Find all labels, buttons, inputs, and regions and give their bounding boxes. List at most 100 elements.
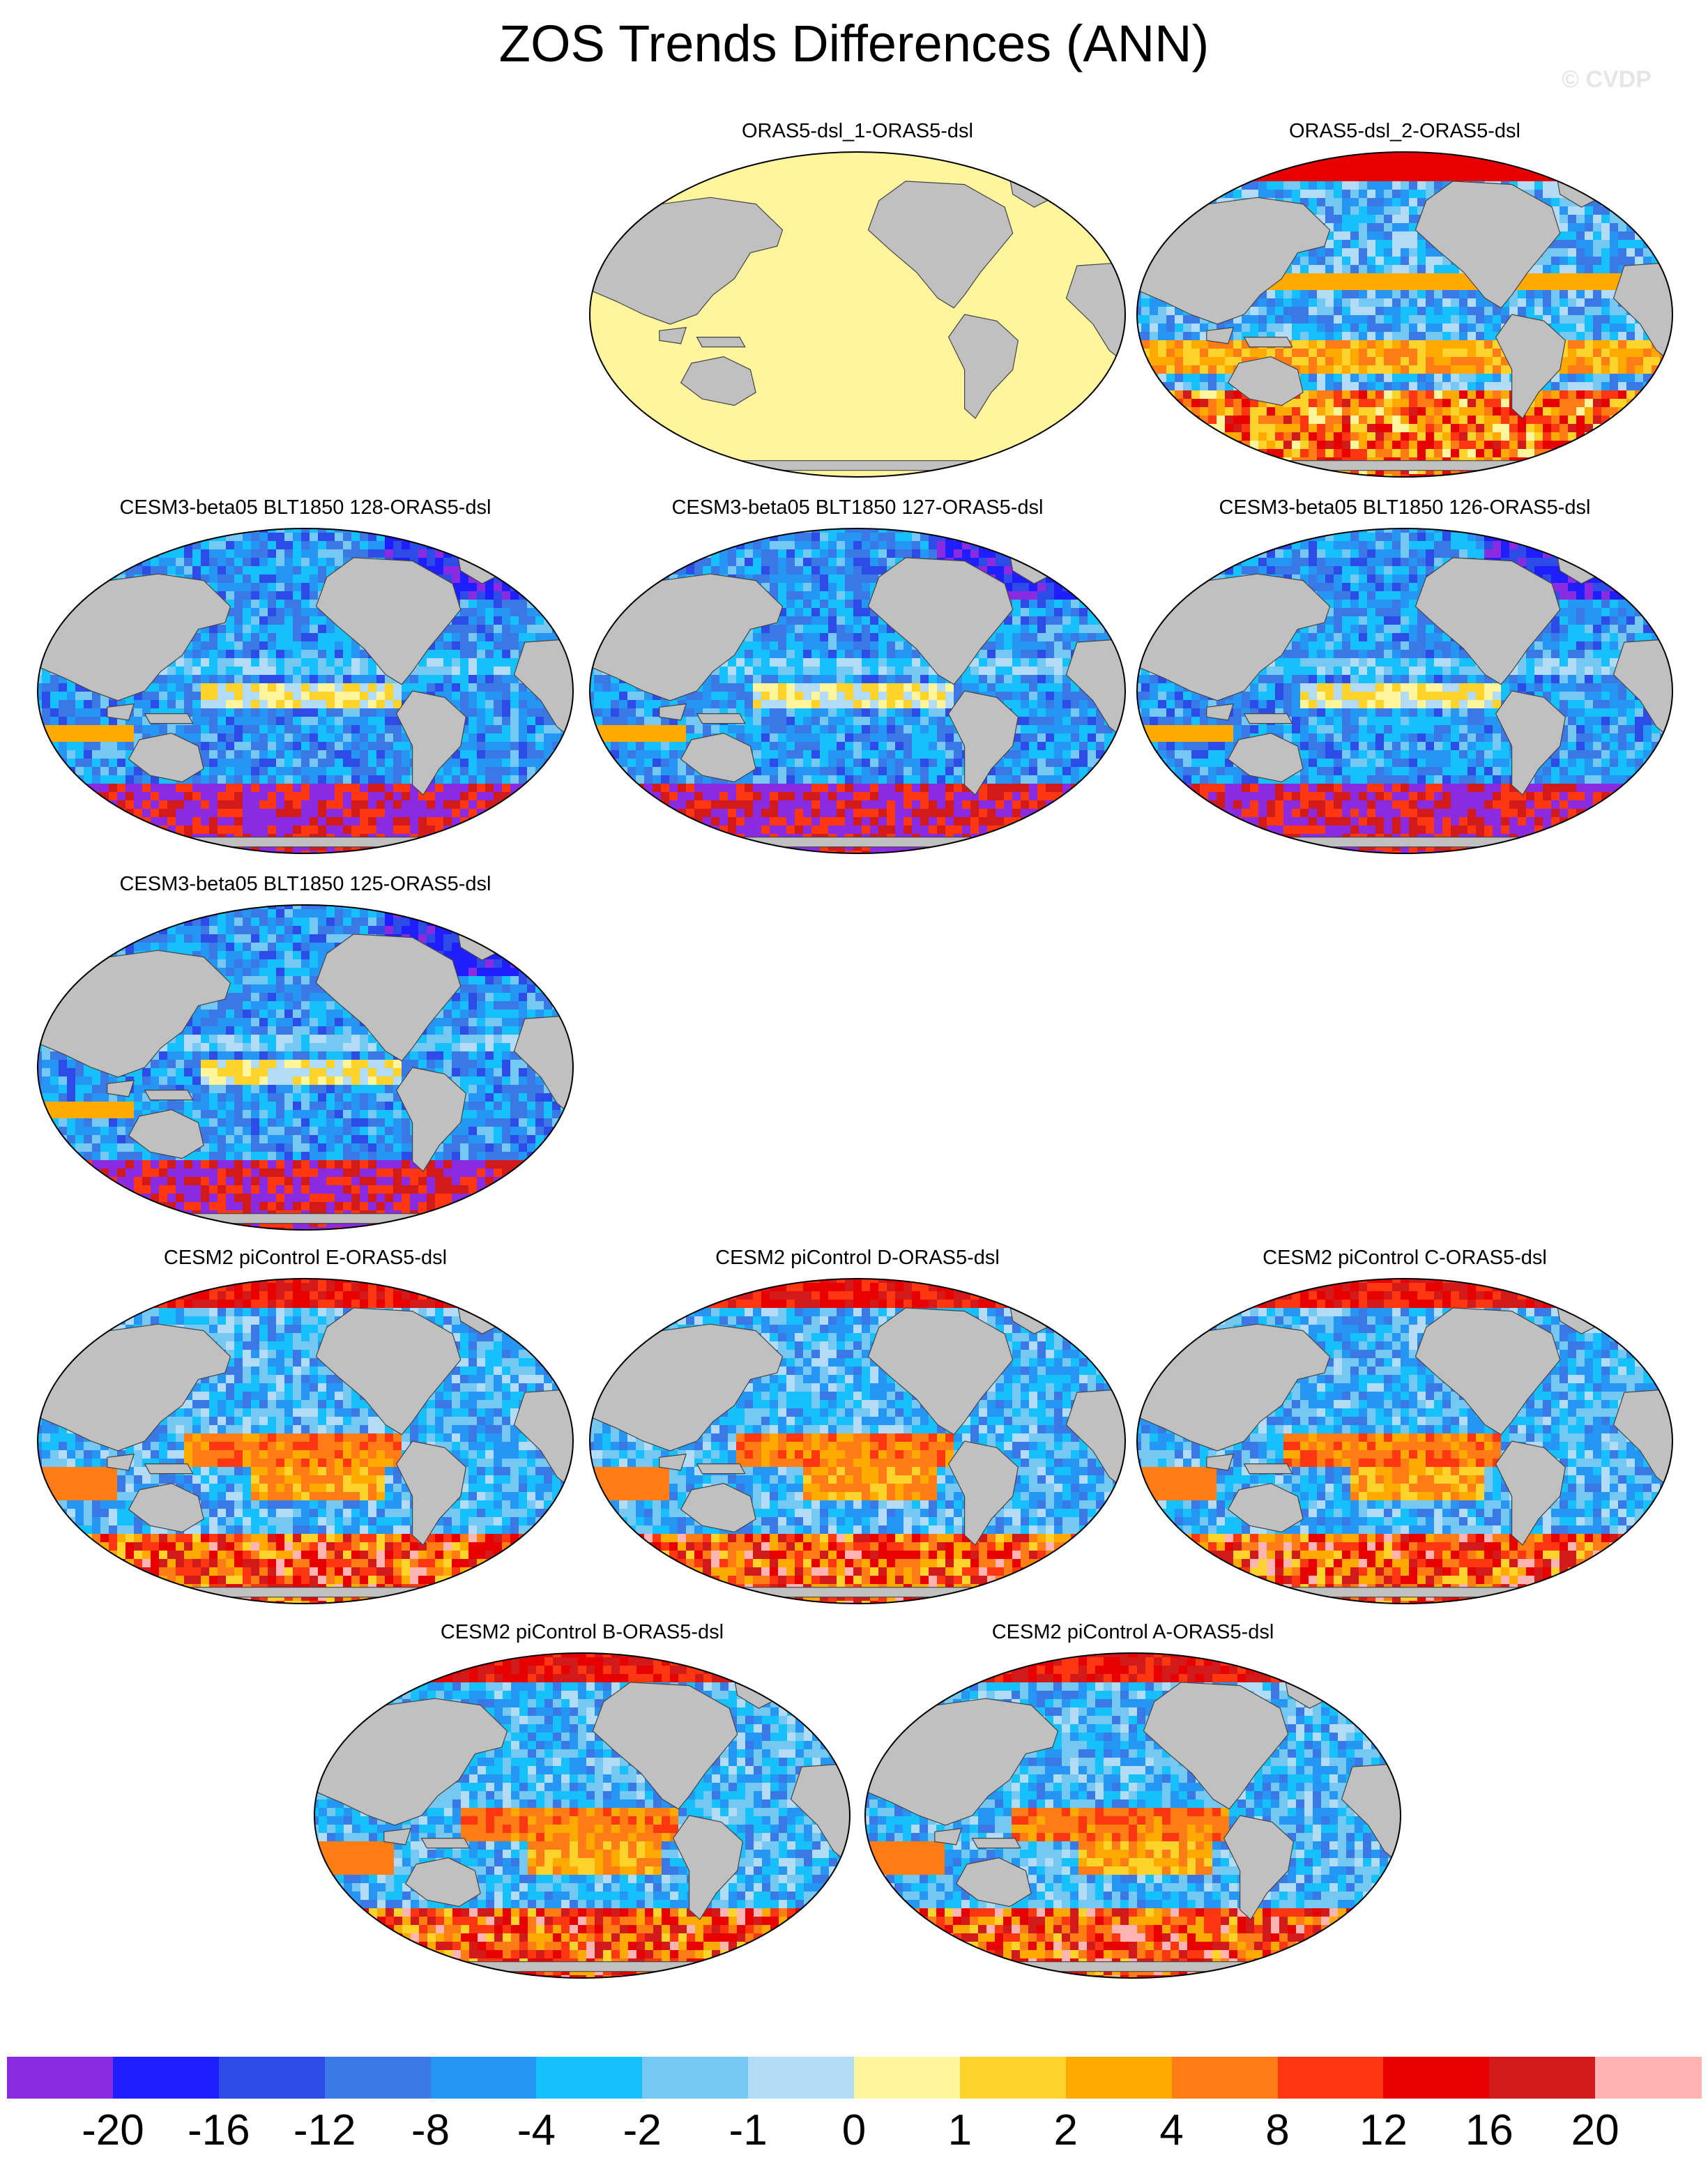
land-mass — [107, 1453, 135, 1471]
land-mass — [1244, 1587, 1593, 1598]
panel-title: ORAS5-dsl_1-ORAS5-dsl — [586, 120, 1129, 143]
land-mass — [1206, 703, 1235, 721]
world-map — [589, 1278, 1126, 1604]
ocean-field — [590, 528, 1125, 853]
map-panel-5: CESM3-beta05 BLT1850 126-ORAS5-dsl — [1133, 496, 1677, 859]
land-mass — [421, 1961, 770, 1972]
world-map — [37, 528, 574, 854]
land-mass — [592, 1682, 738, 1810]
map-panel-9: CESM2 piControl C-ORAS5-dsl — [1133, 1247, 1677, 1609]
land-mass — [315, 1307, 462, 1436]
colorbar-box — [1171, 2057, 1278, 2099]
land-mass — [1244, 837, 1593, 848]
land-mass — [420, 1838, 471, 1849]
colorbar-box — [536, 2057, 643, 2099]
land-mass — [513, 638, 573, 741]
world-map — [864, 1652, 1401, 1979]
map-border — [589, 528, 1126, 854]
panel-title: CESM2 piControl C-ORAS5-dsl — [1133, 1247, 1677, 1270]
world-map — [1136, 1278, 1673, 1604]
land-mass — [1612, 261, 1672, 365]
land-mass — [128, 732, 204, 783]
land-mass — [1243, 337, 1293, 348]
land-mass — [1415, 181, 1561, 309]
land-mass — [144, 837, 494, 848]
land-mass — [1495, 1440, 1566, 1546]
land-mass — [590, 197, 784, 325]
map-border — [37, 1278, 574, 1604]
colorbar-box — [324, 2057, 431, 2099]
map-panel-11: CESM2 piControl A-ORAS5-dsl — [861, 1621, 1405, 1984]
world-map — [37, 904, 574, 1231]
land-mass — [128, 1482, 204, 1533]
world-map — [37, 1278, 574, 1604]
land-mass — [867, 181, 1014, 309]
land-mass — [659, 326, 687, 344]
land-mass — [144, 1213, 494, 1224]
panel-title: CESM2 piControl E-ORAS5-dsl — [33, 1247, 577, 1270]
land-mass — [383, 1827, 412, 1845]
land-mass — [1612, 638, 1672, 741]
land-mass — [404, 1857, 481, 1908]
land-mass — [955, 1857, 1032, 1908]
colorbar-label: 12 — [1359, 2106, 1408, 2155]
land-mass — [972, 1961, 1321, 1972]
colorbar-box — [218, 2057, 326, 2099]
land-mass — [1137, 1323, 1331, 1452]
ocean-field — [865, 1653, 1401, 1978]
land-mass — [696, 337, 746, 348]
figure-title: ZOS Trends Differences (ANN) — [0, 14, 1708, 73]
land-mass — [680, 356, 756, 406]
land-mass — [696, 713, 746, 724]
land-mass — [696, 460, 1046, 471]
land-mass — [1341, 1763, 1401, 1866]
world-map — [589, 151, 1126, 478]
map-border — [314, 1652, 851, 1979]
land-mass — [1223, 1815, 1295, 1921]
land-mass — [38, 573, 231, 701]
colorbar-label: 16 — [1465, 2106, 1513, 2155]
land-mass — [1227, 1482, 1304, 1533]
panel-title: CESM2 piControl D-ORAS5-dsl — [586, 1247, 1129, 1270]
land-mass — [971, 1838, 1021, 1849]
land-mass — [513, 1388, 573, 1491]
land-mass — [696, 837, 1046, 848]
land-mass — [38, 1323, 231, 1452]
map-panel-1: ORAS5-dsl_1-ORAS5-dsl — [586, 120, 1129, 482]
panel-title: CESM2 piControl A-ORAS5-dsl — [861, 1621, 1405, 1644]
colorbar-label: -20 — [82, 2106, 144, 2155]
colorbar-box — [7, 2057, 114, 2099]
land-mass — [696, 1463, 746, 1475]
colorbar-label: 1 — [948, 2106, 972, 2155]
colorbar-label: 4 — [1159, 2106, 1183, 2155]
colorbar-label: 20 — [1571, 2106, 1619, 2155]
land-mass — [659, 1453, 687, 1471]
world-map — [314, 1652, 851, 1979]
ocean-field — [590, 1279, 1125, 1604]
colorbar-label: -1 — [729, 2106, 768, 2155]
map-border — [589, 1278, 1126, 1604]
colorbar-labels: -20 -16 -12 -8 -4 -2 -1 0 1 2 4 8 12 16 20 — [0, 2106, 1708, 2161]
colorbar-box — [1383, 2057, 1490, 2099]
land-mass — [144, 1463, 194, 1475]
land-mass — [1495, 314, 1566, 420]
land-mass — [1612, 1388, 1672, 1491]
map-panel-8: CESM2 piControl D-ORAS5-dsl — [586, 1247, 1129, 1609]
land-mass — [867, 557, 1014, 685]
colorbar-box — [1277, 2057, 1384, 2099]
land-mass — [790, 1763, 850, 1866]
colorbar-label: 8 — [1265, 2106, 1289, 2155]
land-mass — [1227, 356, 1304, 406]
land-mass — [934, 1827, 963, 1845]
ocean-field — [38, 528, 573, 853]
land-mass — [696, 1587, 1046, 1598]
land-mass — [1206, 326, 1235, 344]
land-mass — [1495, 690, 1566, 796]
panel-title: ORAS5-dsl_2-ORAS5-dsl — [1133, 120, 1677, 143]
land-mass — [659, 703, 687, 721]
world-map — [589, 528, 1126, 854]
land-mass — [107, 703, 135, 721]
colorbar-label: -2 — [623, 2106, 662, 2155]
land-mass — [1065, 638, 1125, 741]
land-mass — [867, 1307, 1014, 1436]
